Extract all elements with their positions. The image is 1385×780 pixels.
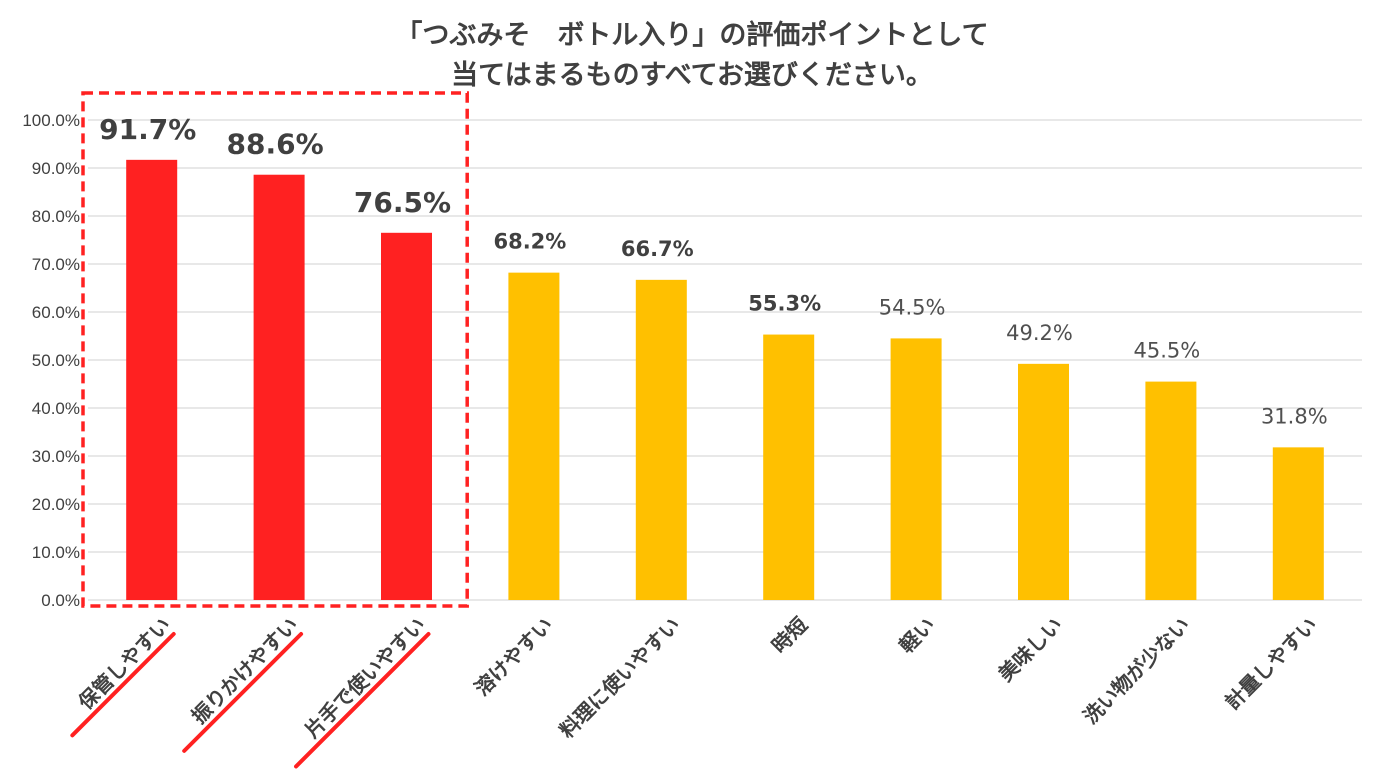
category-label: 片手で使いやすい [300, 613, 430, 743]
bar [1272, 447, 1324, 600]
y-tick-label: 70.0% [32, 255, 80, 274]
category-label: 溶けやすい [470, 613, 558, 701]
chart-title-line-2: 当てはまるものすべてお選びください。 [451, 60, 933, 91]
value-label: 55.3% [748, 292, 821, 316]
y-tick-label: 20.0% [32, 495, 80, 514]
y-tick-label: 0.0% [41, 591, 80, 610]
bar [635, 279, 687, 600]
bar [890, 338, 942, 600]
value-label: 91.7% [99, 113, 196, 146]
y-tick-label: 80.0% [32, 207, 80, 226]
y-tick-label: 100.0% [22, 111, 80, 130]
category-label: 計量しやすい [1220, 613, 1322, 715]
bar [253, 174, 305, 600]
bars [126, 159, 1324, 601]
highlight-underline [182, 632, 304, 753]
bar [763, 334, 815, 600]
y-tick-label: 10.0% [32, 543, 80, 562]
y-tick-label: 30.0% [32, 447, 80, 466]
bar [1018, 363, 1069, 600]
highlight-box [81, 91, 469, 608]
bar [381, 232, 432, 601]
bar [126, 159, 178, 600]
category-label: 美味しい [993, 613, 1067, 687]
category-label: 保管しやすい [73, 613, 175, 715]
value-labels: 91.7% 88.6% 76.5% 68.2% 66.7% 55.3% 54.5% 49.2%… [99, 113, 1328, 429]
value-label: 66.7% [621, 237, 694, 261]
y-tick-label: 50.0% [32, 351, 80, 370]
bar [508, 272, 560, 600]
value-label: 49.2% [1006, 321, 1073, 345]
bar [1145, 381, 1197, 600]
value-label: 45.5% [1134, 339, 1201, 363]
value-label: 68.2% [493, 230, 566, 254]
category-label: 洗い物が少ない [1078, 613, 1194, 729]
highlight-underline [294, 632, 431, 769]
category-label: 振りかけやすい [187, 613, 303, 729]
category-label: 料理に使いやすい [555, 613, 685, 743]
y-tick-label: 40.0% [32, 399, 80, 418]
y-tick-label: 60.0% [32, 303, 80, 322]
highlight-underline [70, 632, 176, 738]
value-label: 54.5% [879, 295, 946, 319]
chart-title-line-1: 「つぶみそ ボトル入り」の評価ポイントとして [395, 19, 988, 51]
category-label: 軽い [894, 613, 939, 658]
value-label: 88.6% [227, 128, 324, 161]
y-axis: 0.0% 10.0% 20.0% 30.0% 40.0% 50.0% 60.0% 70.0% 8… [22, 111, 80, 610]
value-label: 76.5% [354, 186, 451, 219]
value-label: 31.8% [1261, 404, 1328, 428]
highlight-group [70, 91, 469, 769]
category-label: 時短 [767, 613, 812, 658]
y-tick-label: 90.0% [32, 159, 80, 178]
